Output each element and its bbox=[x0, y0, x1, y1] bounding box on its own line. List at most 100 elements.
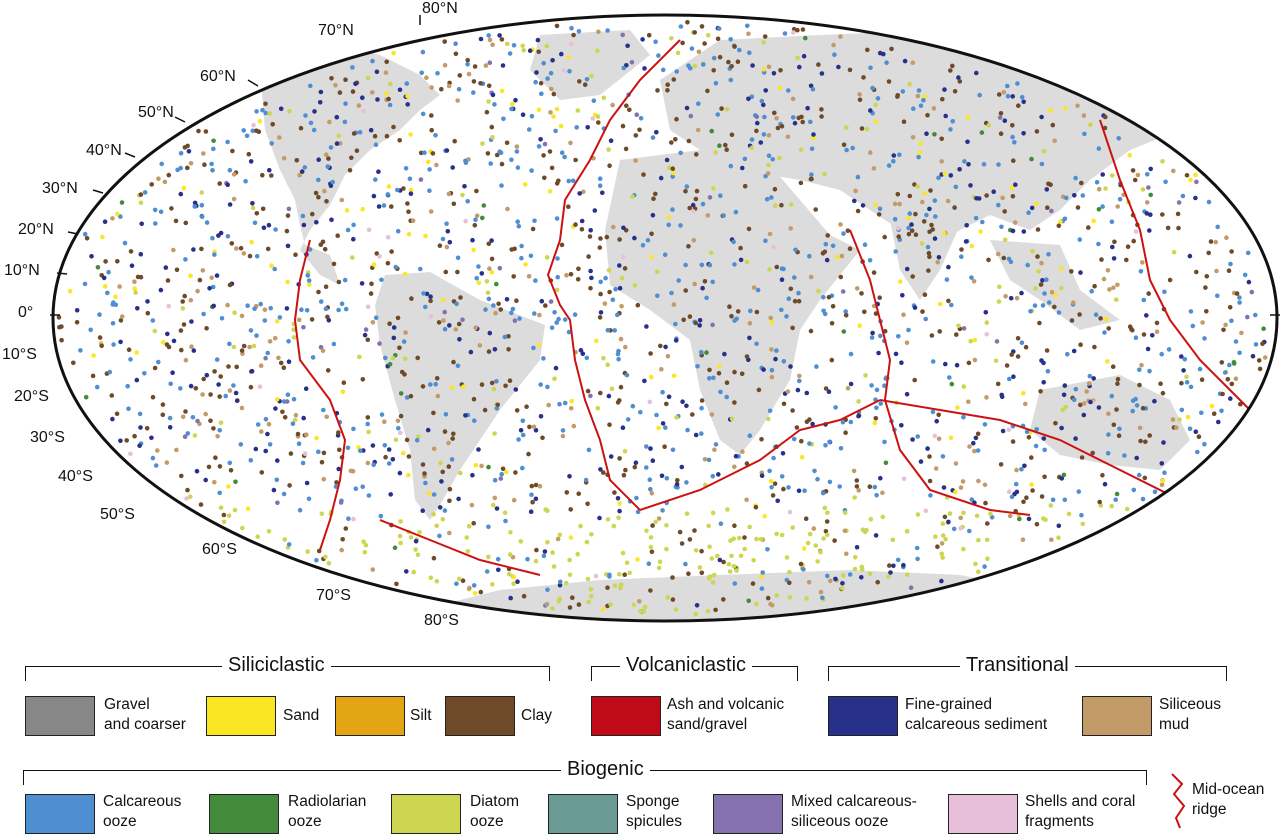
sample-point bbox=[431, 511, 436, 517]
sample-point bbox=[653, 39, 658, 45]
sample-point bbox=[705, 213, 711, 218]
sample-point bbox=[218, 505, 224, 511]
sample-point bbox=[278, 360, 284, 366]
sample-point bbox=[729, 553, 734, 559]
sample-point bbox=[624, 103, 629, 108]
sample-point bbox=[670, 174, 675, 179]
sample-point bbox=[900, 89, 906, 94]
sample-point bbox=[665, 354, 671, 359]
sample-point bbox=[331, 261, 337, 267]
sample-point bbox=[1111, 285, 1116, 291]
sample-point bbox=[216, 382, 221, 387]
sample-point bbox=[439, 479, 444, 484]
sample-point bbox=[983, 310, 989, 315]
sample-point bbox=[564, 490, 570, 495]
sample-point bbox=[463, 158, 468, 164]
sample-point bbox=[1103, 186, 1108, 191]
sample-point bbox=[794, 425, 800, 430]
sample-point bbox=[1219, 360, 1225, 365]
sample-point bbox=[492, 495, 498, 501]
ridge-pacific-west bbox=[1099, 119, 1261, 421]
sample-point bbox=[826, 294, 832, 300]
sample-point bbox=[673, 137, 678, 142]
sample-point bbox=[212, 479, 217, 485]
sample-point bbox=[1010, 228, 1016, 234]
sample-point bbox=[1012, 220, 1018, 225]
sample-point bbox=[848, 381, 854, 387]
sample-point bbox=[261, 225, 267, 231]
sample-point bbox=[710, 322, 715, 328]
sample-point bbox=[485, 290, 491, 296]
sample-point bbox=[771, 455, 776, 461]
sample-point bbox=[227, 202, 233, 207]
sample-point bbox=[351, 516, 356, 522]
sample-point bbox=[638, 409, 643, 415]
sample-point bbox=[860, 527, 866, 532]
sample-point bbox=[702, 279, 708, 284]
sample-point bbox=[953, 461, 959, 466]
sample-point bbox=[933, 214, 938, 219]
sample-point bbox=[587, 234, 593, 239]
sample-point bbox=[787, 580, 792, 586]
sample-point bbox=[502, 510, 508, 515]
sample-point bbox=[1225, 376, 1231, 382]
sample-point bbox=[781, 401, 787, 407]
sample-point bbox=[286, 359, 292, 365]
sample-point bbox=[105, 290, 110, 296]
sample-point bbox=[533, 482, 539, 488]
sample-point bbox=[165, 331, 170, 337]
sample-point bbox=[443, 269, 449, 275]
sample-point bbox=[799, 438, 804, 444]
sample-point bbox=[342, 277, 348, 283]
sample-point bbox=[1181, 368, 1186, 373]
sample-point bbox=[318, 344, 324, 350]
sample-point bbox=[1096, 241, 1101, 247]
sample-point bbox=[762, 114, 767, 120]
sample-point bbox=[321, 407, 326, 413]
sample-point bbox=[746, 96, 751, 102]
sample-point bbox=[458, 295, 463, 300]
sample-point bbox=[356, 103, 362, 108]
sample-point bbox=[721, 213, 726, 218]
sample-point bbox=[322, 188, 327, 194]
sample-point bbox=[492, 477, 498, 483]
label-diatom: Diatom ooze bbox=[470, 793, 520, 830]
sample-point bbox=[632, 235, 637, 241]
sample-point bbox=[844, 551, 849, 557]
sample-point bbox=[413, 538, 419, 544]
label-gravel: Gravel and coarser bbox=[104, 696, 186, 733]
sample-point bbox=[1233, 339, 1239, 344]
sample-point bbox=[250, 128, 256, 134]
sample-point bbox=[1194, 269, 1199, 275]
land-australia bbox=[1030, 375, 1190, 470]
sample-point bbox=[619, 303, 624, 309]
sample-point bbox=[489, 270, 495, 275]
sample-point bbox=[335, 233, 341, 238]
sample-point bbox=[712, 447, 717, 453]
sample-point bbox=[954, 332, 959, 337]
sample-point bbox=[808, 274, 814, 280]
sample-point bbox=[305, 273, 311, 278]
sample-point bbox=[1228, 261, 1233, 267]
sample-point bbox=[150, 318, 156, 323]
sample-point bbox=[821, 295, 826, 300]
swatch-radiolarian bbox=[209, 794, 279, 834]
swatch-mixed bbox=[713, 794, 783, 834]
sample-point bbox=[1010, 123, 1015, 128]
sample-point bbox=[700, 285, 705, 291]
sample-point bbox=[878, 401, 883, 406]
sample-point bbox=[1062, 383, 1068, 388]
sample-point bbox=[550, 606, 555, 611]
sample-point bbox=[597, 515, 602, 521]
sample-point bbox=[118, 438, 123, 444]
sample-point bbox=[537, 312, 542, 318]
sample-point bbox=[680, 40, 685, 46]
sample-point bbox=[601, 470, 606, 475]
sample-point bbox=[90, 373, 96, 379]
sample-point bbox=[1184, 173, 1190, 178]
sample-point bbox=[595, 48, 600, 54]
sample-point bbox=[489, 256, 495, 262]
sample-point bbox=[397, 533, 403, 539]
sample-point bbox=[555, 536, 561, 542]
sample-point bbox=[1053, 292, 1059, 298]
